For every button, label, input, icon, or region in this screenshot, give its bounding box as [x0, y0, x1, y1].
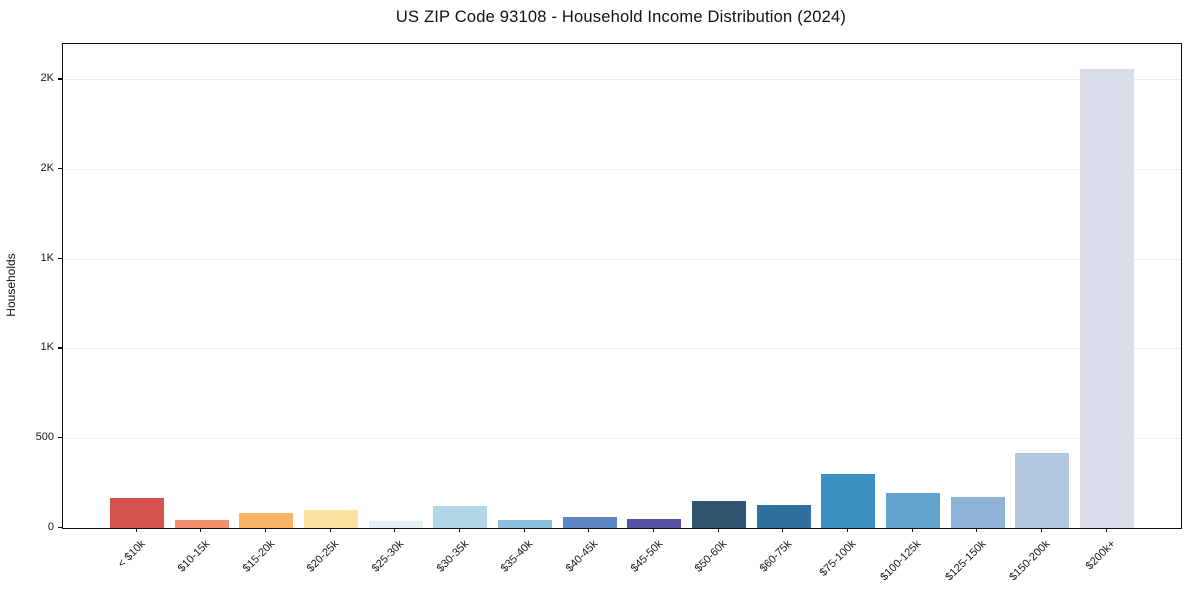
bar-10k: [110, 497, 164, 528]
x-tick-mark: [588, 528, 590, 532]
gridline: [63, 79, 1181, 81]
bar-45-50k: [627, 519, 682, 528]
x-tick-label: $35-40k: [498, 538, 536, 575]
gridline: [63, 258, 1181, 260]
gridline: [63, 437, 1181, 439]
x-tick-label: $75-100k: [817, 538, 859, 579]
x-tick-label: $45-50k: [628, 538, 665, 575]
y-tick-mark: [58, 167, 62, 170]
bar-100-125k: [886, 492, 940, 528]
y-tick-label: 0: [47, 520, 54, 533]
bar-125-150k: [950, 496, 1005, 528]
chart-title: US ZIP Code 93108 - Household Income Dis…: [395, 8, 847, 26]
x-tick-label: $100-125k: [878, 538, 924, 584]
y-tick-label: 2K: [40, 72, 54, 85]
x-tick-label: $40-45k: [563, 538, 601, 575]
x-tick-mark: [458, 528, 461, 532]
x-tick-mark: [135, 528, 137, 532]
bar-150-200k: [1015, 453, 1070, 528]
y-tick-label: 2K: [40, 161, 54, 174]
x-tick-label: $30-35k: [434, 538, 471, 575]
x-tick-mark: [523, 528, 525, 532]
bar-60-75k: [756, 505, 811, 528]
x-tick-mark: [1040, 528, 1043, 532]
plot-area: [62, 43, 1182, 529]
bar-50-60k: [692, 500, 746, 528]
x-tick-mark: [976, 528, 978, 532]
x-tick-mark: [200, 528, 202, 532]
x-tick-label: $10-15k: [175, 538, 213, 575]
y-tick-mark: [58, 347, 62, 349]
bar-10-15k: [174, 520, 229, 528]
y-tick-mark: [58, 526, 62, 528]
bar-30-35k: [433, 506, 488, 528]
bar-40-45k: [562, 516, 617, 528]
y-tick-mark: [58, 436, 62, 439]
bar-25-30k: [368, 521, 423, 528]
x-tick-label: $15-20k: [240, 538, 277, 575]
y-axis-label: Households: [4, 253, 18, 317]
y-tick-mark: [58, 257, 62, 259]
y-tick-label: 1K: [40, 251, 54, 264]
x-tick-label: $125-150k: [942, 538, 989, 584]
x-tick-label: $25-30k: [369, 538, 407, 575]
x-tick-label: $20-25k: [304, 538, 342, 575]
x-tick-label: < $10k: [115, 538, 148, 571]
bar-75-100k: [821, 474, 876, 528]
x-tick-mark: [1105, 528, 1107, 532]
y-tick-mark: [58, 78, 62, 80]
x-tick-mark: [782, 528, 784, 532]
x-tick-mark: [329, 528, 331, 532]
x-tick-label: $50-60k: [692, 538, 730, 575]
x-tick-mark: [394, 528, 396, 532]
y-tick-label: 500: [35, 430, 54, 443]
x-tick-label: $200k+: [1083, 538, 1118, 573]
gridline: [63, 348, 1181, 350]
x-tick-mark: [652, 528, 655, 532]
bar-200k+: [1080, 69, 1134, 528]
x-tick-label: $60-75k: [757, 538, 795, 575]
x-tick-mark: [846, 528, 849, 532]
x-tick-label: $150-200k: [1007, 538, 1053, 584]
x-tick-mark: [911, 528, 913, 532]
gridline: [63, 168, 1181, 170]
x-tick-mark: [264, 528, 267, 532]
bar-15-20k: [239, 512, 294, 528]
x-tick-mark: [717, 528, 719, 532]
y-tick-label: 1K: [40, 341, 54, 354]
bar-35-40k: [498, 520, 552, 528]
bar-20-25k: [304, 509, 358, 528]
